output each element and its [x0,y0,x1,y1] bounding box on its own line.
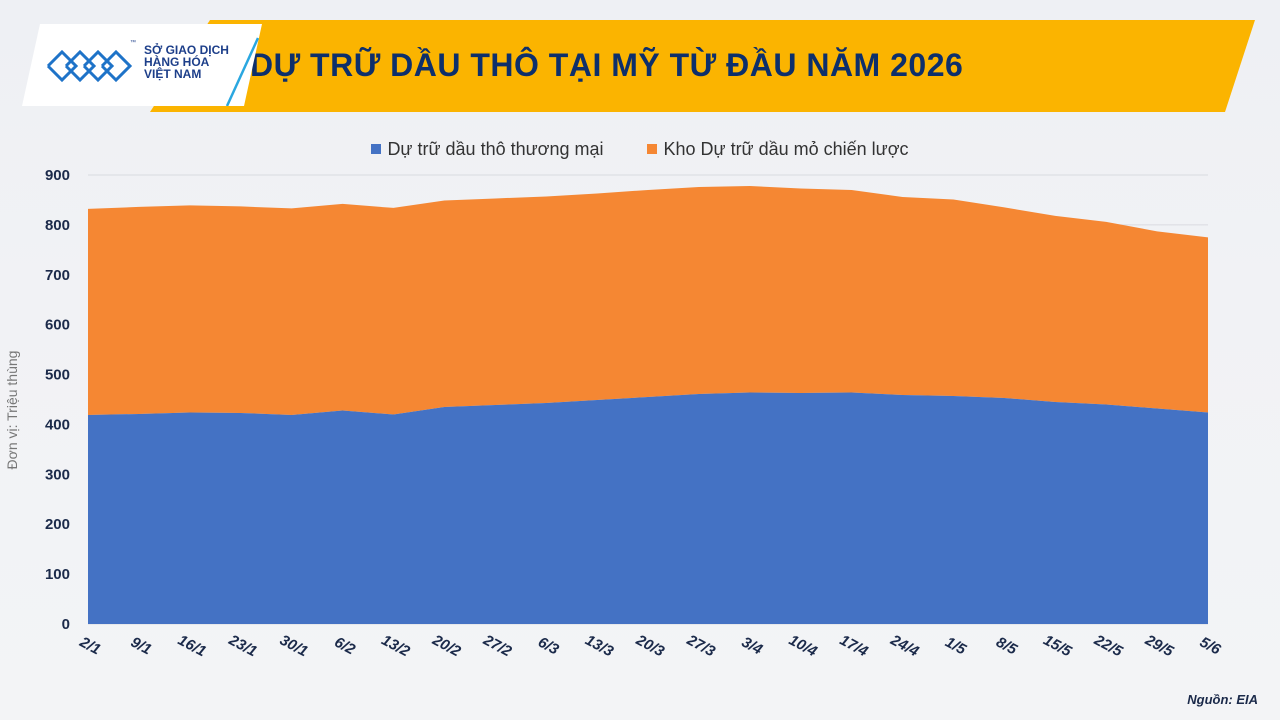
x-tick-label-20-2: 20/2 [429,631,464,660]
logo [22,24,262,107]
x-tick-label-13-2: 13/2 [379,632,413,661]
y-tick-label-800: 800 [45,217,70,234]
x-tick-label-8-5: 8/5 [993,634,1020,659]
series-area-commercial [88,392,1208,624]
x-tick-label-6-3: 6/3 [535,634,562,659]
x-tick-label-9-1: 9/1 [128,634,154,659]
legend-item-spr: Kho Dự trữ dầu mỏ chiến lược [647,138,909,160]
logo-text: SỞ GIAO DỊCH HÀNG HÓA VIỆT NAM [144,44,229,80]
y-tick-label-600: 600 [45,317,70,334]
series-area-spr [88,185,1208,415]
y-tick-label-0: 0 [62,616,70,633]
x-tick-label-22-5: 22/5 [1091,631,1126,660]
x-tick-label-13-3: 13/3 [582,632,616,661]
chart-legend: Dự trữ dầu thô thương mại Kho Dự trữ dầu… [0,138,1280,160]
y-tick-label-900: 900 [45,167,70,184]
y-tick-label-100: 100 [45,566,70,583]
x-tick-label-10-4: 10/4 [786,632,820,661]
y-tick-label-200: 200 [45,516,70,533]
legend-item-commercial: Dự trữ dầu thô thương mại [371,139,603,160]
x-tick-label-30-1: 30/1 [277,632,311,661]
x-tick-label-27-3: 27/3 [683,631,718,660]
y-tick-label-400: 400 [45,416,70,433]
x-tick-label-2-1: 2/1 [76,633,103,658]
x-tick-label-20-3: 20/3 [632,631,667,660]
x-tick-label-23-1: 23/1 [225,631,260,660]
logo-mark [22,24,262,107]
y-tick-label-300: 300 [45,466,70,483]
title-banner-shape [150,20,1255,112]
x-tick-label-17-4: 17/4 [837,632,871,661]
logo-line-3: VIỆT NAM [144,67,202,81]
x-tick-label-24-4: 24/4 [887,631,922,660]
x-tick-label-1-5: 1/5 [942,634,969,659]
legend-label-spr: Kho Dự trữ dầu mỏ chiến lược [663,138,909,159]
logo-chevrons-icon [46,49,133,83]
logo-trademark: ™ [130,40,136,46]
x-tick-label-3-4: 3/4 [739,634,766,659]
legend-swatch-spr [647,144,658,154]
source-note: Nguồn: EIA [1187,692,1258,707]
title-banner [150,20,1255,112]
y-tick-label-500: 500 [45,367,70,384]
x-tick-label-27-2: 27/2 [480,631,515,660]
x-tick-label-5-6: 5/6 [1197,634,1224,659]
x-tick-label-15-5: 15/5 [1041,632,1075,661]
legend-label-commercial: Dự trữ dầu thô thương mại [387,138,604,159]
legend-swatch-commercial [371,144,382,154]
logo-line-2: HÀNG HÓA [144,55,210,69]
page-title: DỰ TRỮ DẦU THÔ TẠI MỸ TỪ ĐẦU NĂM 2026 [250,47,964,83]
y-tick-label-700: 700 [45,267,70,284]
logo-line-1: SỞ GIAO DỊCH [144,43,229,57]
x-tick-label-6-2: 6/2 [331,634,358,659]
x-tick-label-16-1: 16/1 [175,632,209,661]
x-tick-label-29-5: 29/5 [1141,631,1176,660]
